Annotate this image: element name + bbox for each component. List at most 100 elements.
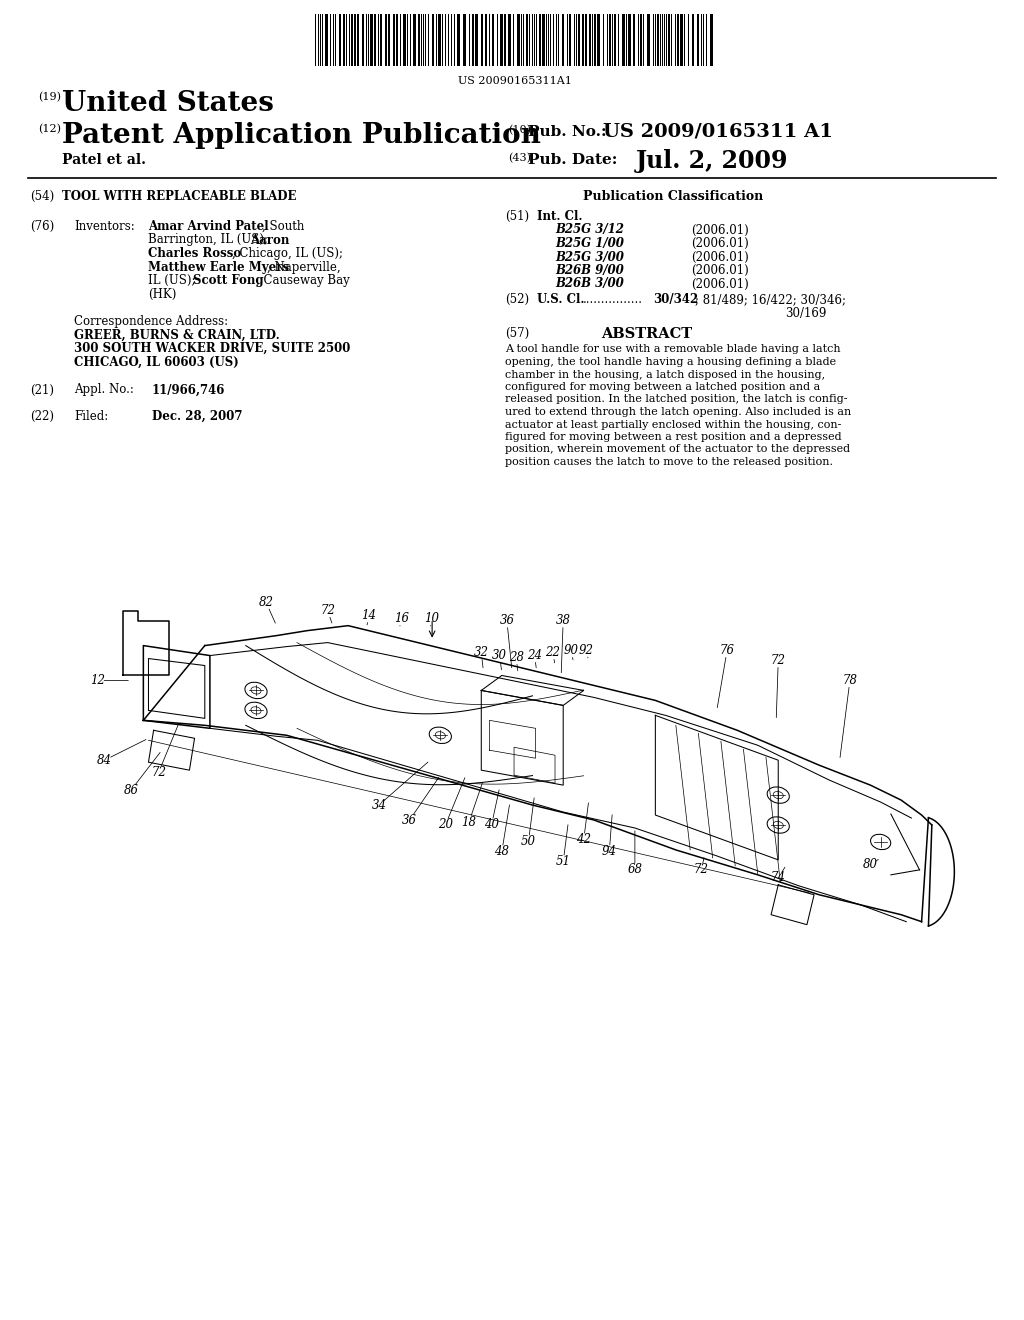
Text: TOOL WITH REPLACEABLE BLADE: TOOL WITH REPLACEABLE BLADE	[62, 190, 297, 203]
Text: Aaron: Aaron	[250, 234, 290, 247]
Text: GREER, BURNS & CRAIN, LTD.: GREER, BURNS & CRAIN, LTD.	[74, 329, 280, 342]
Bar	[647, 15, 650, 66]
Text: 36: 36	[500, 614, 514, 627]
Text: ; 81/489; 16/422; 30/346;: ; 81/489; 16/422; 30/346;	[695, 293, 846, 306]
Bar	[463, 15, 466, 66]
Bar	[481, 15, 483, 66]
Bar	[380, 15, 382, 66]
Bar	[597, 15, 600, 66]
Text: , Chicago, IL (US);: , Chicago, IL (US);	[232, 247, 343, 260]
Text: Appl. No.:: Appl. No.:	[74, 384, 134, 396]
Text: , Causeway Bay: , Causeway Bay	[256, 275, 350, 286]
Text: (21): (21)	[30, 384, 54, 396]
Bar	[697, 15, 699, 66]
Bar	[640, 15, 642, 66]
Text: ................: ................	[583, 293, 643, 306]
Bar	[526, 15, 528, 66]
Text: 90: 90	[564, 644, 579, 657]
Text: 24: 24	[527, 649, 542, 663]
Text: Pub. No.:: Pub. No.:	[528, 125, 606, 139]
Text: 11/966,746: 11/966,746	[152, 384, 225, 396]
Text: Barrington, IL (US);: Barrington, IL (US);	[148, 234, 271, 247]
Text: actuator at least partially enclosed within the housing, con-: actuator at least partially enclosed wit…	[505, 420, 842, 429]
Text: position causes the latch to move to the released position.: position causes the latch to move to the…	[505, 457, 833, 467]
Text: (19): (19)	[38, 92, 61, 103]
Text: 94: 94	[602, 845, 616, 858]
Text: 92: 92	[579, 644, 593, 657]
Text: 20: 20	[438, 818, 453, 832]
Text: 72: 72	[152, 766, 166, 779]
Text: 40: 40	[484, 818, 499, 832]
Text: CHICAGO, IL 60603 (US): CHICAGO, IL 60603 (US)	[74, 355, 239, 368]
Text: IL (US);: IL (US);	[148, 275, 200, 286]
Text: 72: 72	[694, 863, 709, 876]
Text: 16: 16	[394, 612, 409, 626]
Bar	[594, 15, 596, 66]
Text: Patent Application Publication: Patent Application Publication	[62, 121, 541, 149]
Bar	[492, 15, 494, 66]
Bar	[628, 15, 631, 66]
Bar	[403, 15, 406, 66]
Bar	[343, 15, 345, 66]
Text: Patel et al.: Patel et al.	[62, 153, 146, 168]
Bar	[609, 15, 611, 66]
Text: (2006.01): (2006.01)	[691, 238, 749, 249]
Bar	[472, 15, 474, 66]
Bar	[622, 15, 625, 66]
Text: (54): (54)	[30, 190, 54, 203]
Text: position, wherein movement of the actuator to the depressed: position, wherein movement of the actuat…	[505, 445, 850, 454]
Bar	[680, 15, 683, 66]
Text: 22: 22	[546, 645, 560, 659]
Bar	[542, 15, 545, 66]
Text: (51): (51)	[505, 210, 529, 223]
Text: 72: 72	[321, 605, 335, 618]
Bar	[589, 15, 591, 66]
Text: configured for moving between a latched position and a: configured for moving between a latched …	[505, 381, 820, 392]
Bar	[485, 15, 487, 66]
Text: (52): (52)	[505, 293, 529, 306]
Text: 51: 51	[556, 855, 570, 869]
Text: ABSTRACT: ABSTRACT	[601, 326, 692, 341]
Text: (2006.01): (2006.01)	[691, 264, 749, 277]
Text: 84: 84	[97, 754, 112, 767]
Bar	[413, 15, 416, 66]
Text: A tool handle for use with a removable blade having a latch: A tool handle for use with a removable b…	[505, 345, 841, 355]
Bar	[388, 15, 390, 66]
Text: 34: 34	[372, 799, 386, 812]
Text: 10: 10	[425, 612, 439, 626]
Text: 86: 86	[124, 784, 138, 796]
Text: 74: 74	[771, 871, 785, 884]
Bar	[370, 15, 373, 66]
Text: 14: 14	[361, 610, 376, 622]
Bar	[500, 15, 503, 66]
Bar	[633, 15, 635, 66]
Bar	[418, 15, 420, 66]
Bar	[578, 15, 580, 66]
Bar	[508, 15, 511, 66]
Bar	[325, 15, 328, 66]
Text: ured to extend through the latch opening. Also included is an: ured to extend through the latch opening…	[505, 407, 851, 417]
Bar	[677, 15, 679, 66]
Text: (2006.01): (2006.01)	[691, 223, 749, 236]
Text: (HK): (HK)	[148, 288, 176, 301]
Text: 76: 76	[720, 644, 734, 657]
Text: 48: 48	[495, 845, 509, 858]
Bar	[362, 15, 364, 66]
Text: B25G 3/00: B25G 3/00	[555, 251, 624, 264]
Bar	[562, 15, 564, 66]
Text: B26B 3/00: B26B 3/00	[555, 277, 624, 290]
Text: chamber in the housing, a latch disposed in the housing,: chamber in the housing, a latch disposed…	[505, 370, 825, 380]
Text: (10): (10)	[508, 125, 531, 136]
Bar	[396, 15, 398, 66]
Text: , Naperville,: , Naperville,	[267, 260, 341, 273]
Bar	[504, 15, 506, 66]
Text: Jul. 2, 2009: Jul. 2, 2009	[636, 149, 788, 173]
Text: 82: 82	[259, 597, 273, 610]
Text: (2006.01): (2006.01)	[691, 277, 749, 290]
Text: released position. In the latched position, the latch is config-: released position. In the latched positi…	[505, 395, 848, 404]
Bar	[569, 15, 571, 66]
Bar	[668, 15, 670, 66]
Text: , South: , South	[262, 220, 304, 234]
Text: (12): (12)	[38, 124, 61, 135]
Text: (57): (57)	[505, 326, 529, 339]
